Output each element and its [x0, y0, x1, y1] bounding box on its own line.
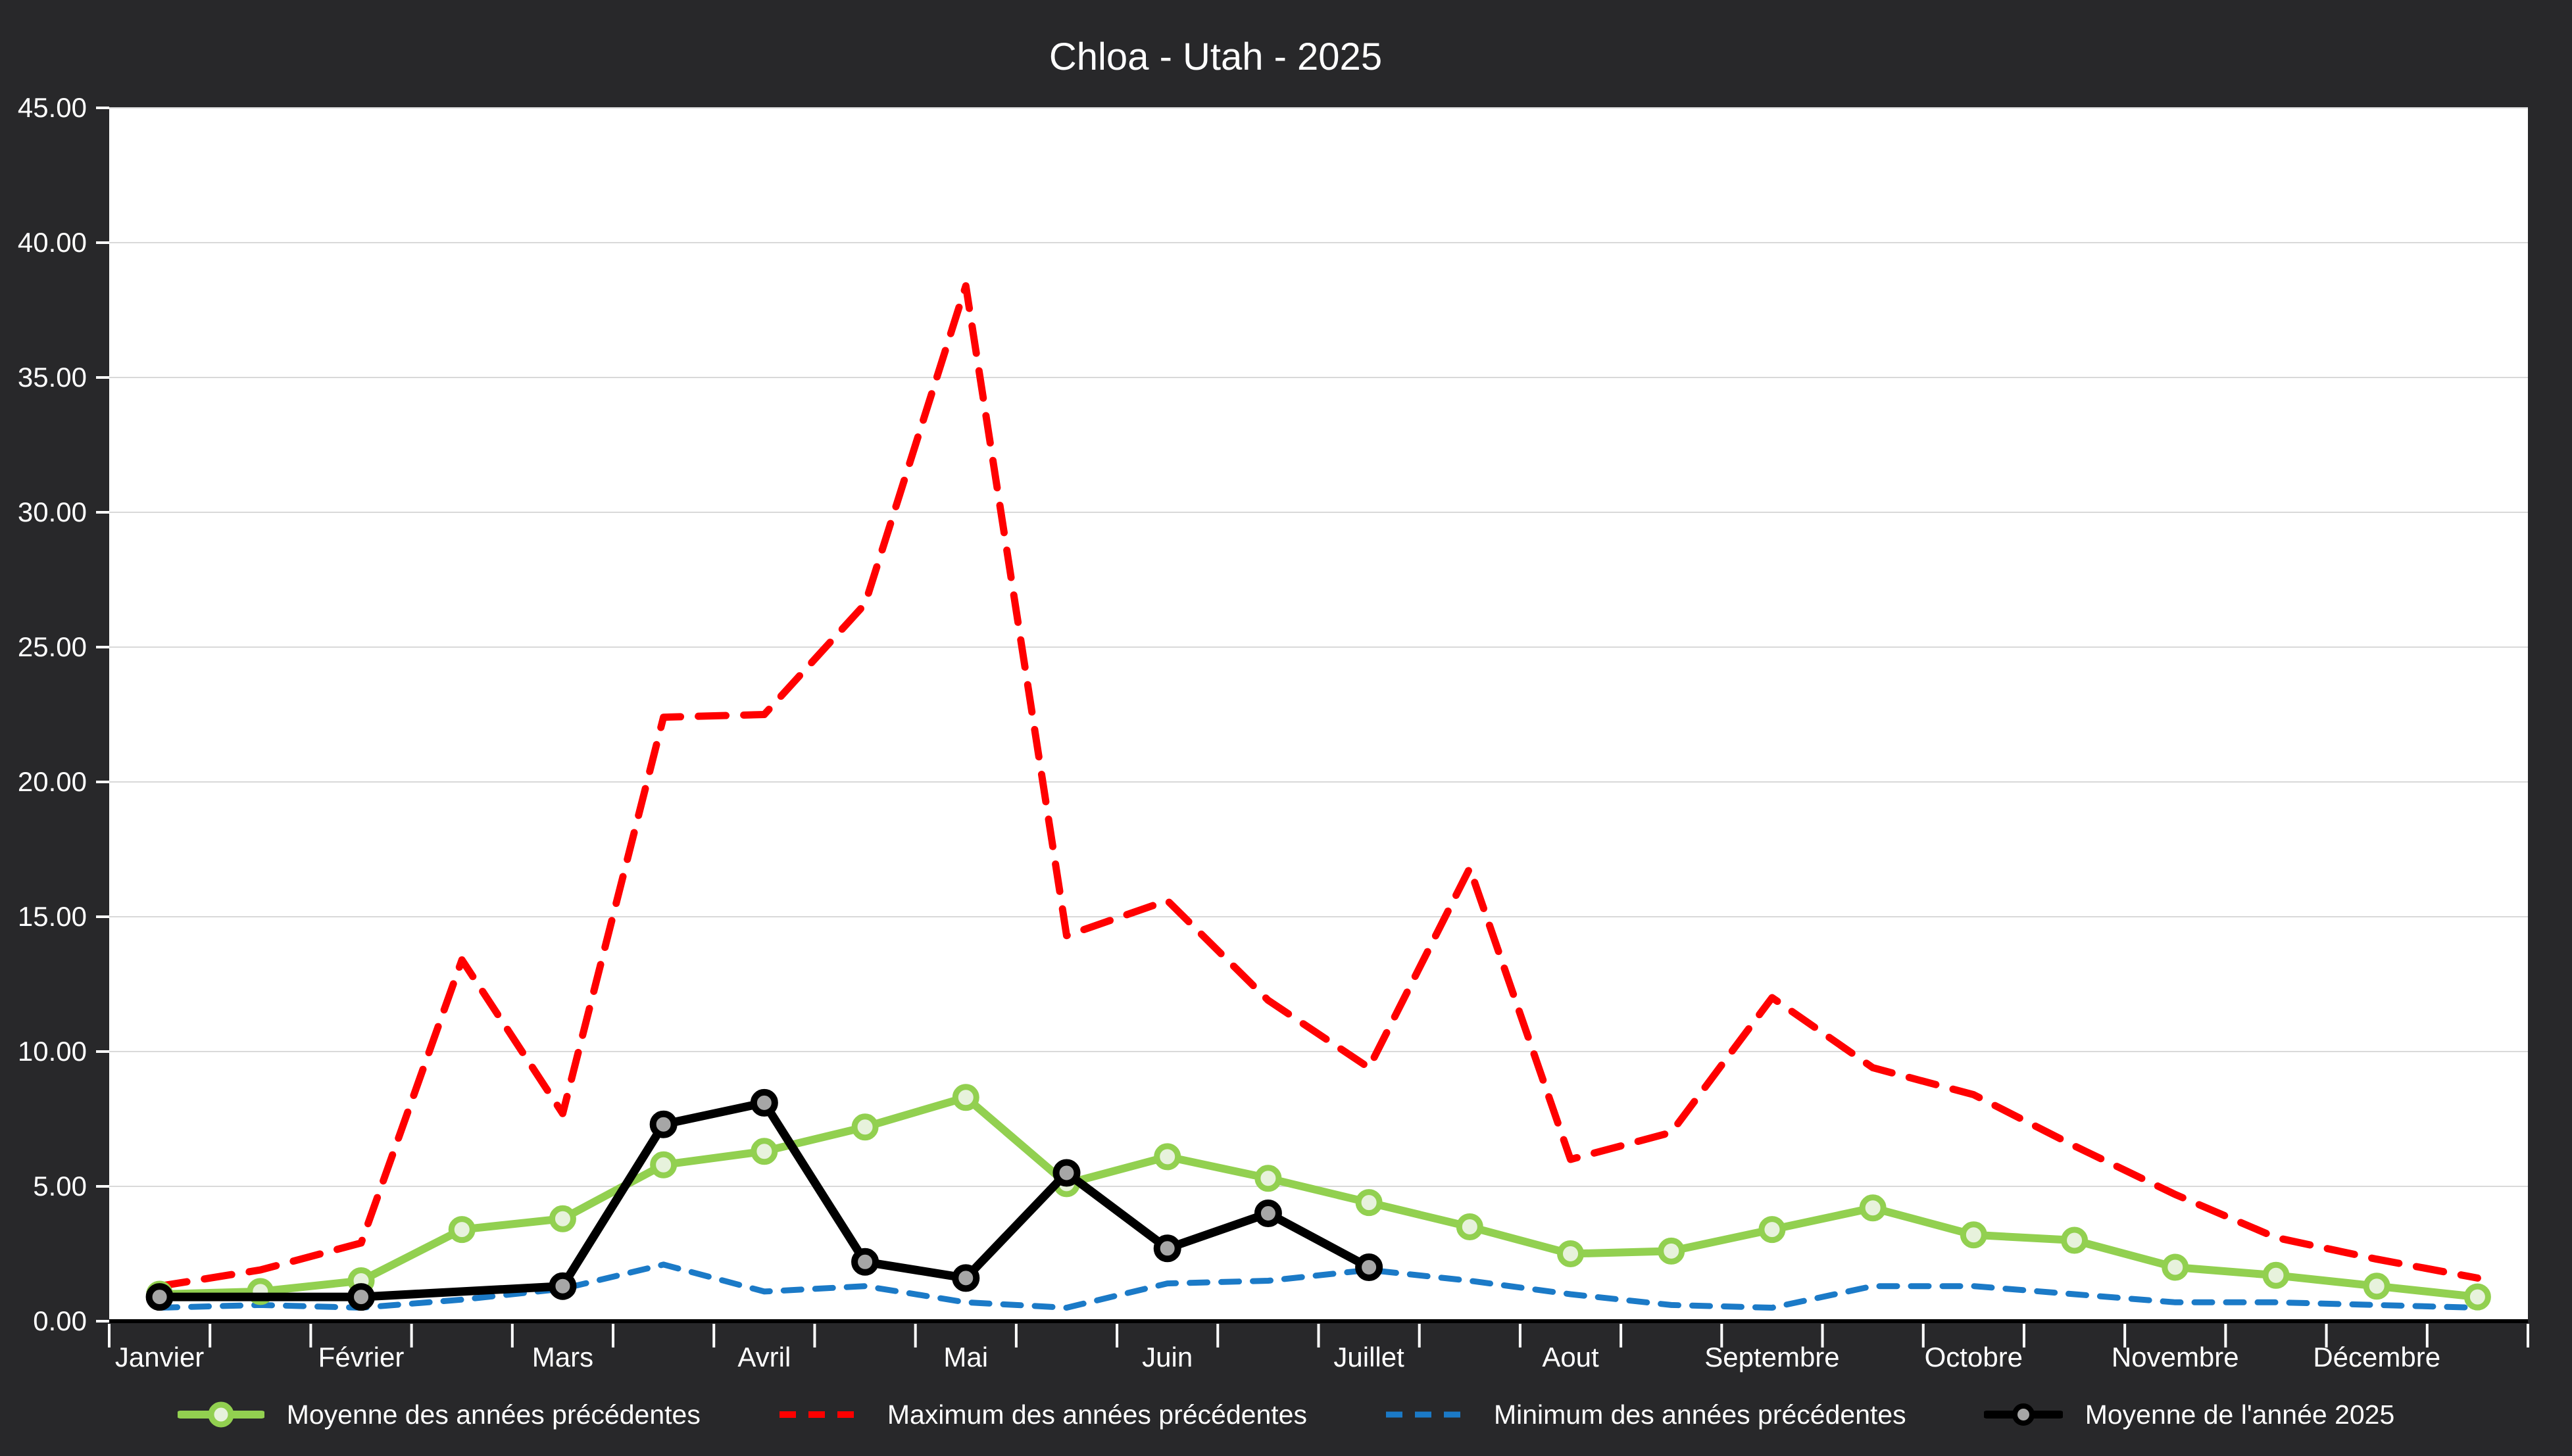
data-point-marker: [1758, 1216, 1786, 1244]
month-label: Septembre: [1704, 1342, 1839, 1372]
month-label: Octobre: [1925, 1342, 2023, 1372]
data-point-marker: [650, 1151, 678, 1178]
y-axis-label: 35.00: [18, 362, 87, 393]
legend-label-minimum: Minimum des années précédentes: [1493, 1399, 1906, 1430]
y-axis-ticks: [96, 107, 109, 1323]
y-axis-label: 40.00: [18, 227, 87, 258]
month-label: Avril: [737, 1342, 791, 1372]
data-point-marker: [347, 1283, 376, 1311]
y-axis-label: 15.00: [18, 901, 87, 932]
legend-label-moyenne: Moyenne des années précédentes: [286, 1399, 701, 1430]
data-point-marker: [1254, 1200, 1282, 1227]
month-label: Mars: [532, 1342, 593, 1372]
data-point-marker: [2162, 1253, 2189, 1281]
data-point-marker: [952, 1264, 980, 1292]
legend-sample-maximum-dash-icon: [779, 1411, 864, 1418]
data-point-marker: [1153, 1234, 1181, 1263]
y-axis-label: 20.00: [18, 766, 87, 797]
legend-item-maximum: Maximum des années précédentes: [778, 1399, 1307, 1430]
data-point-marker: [1254, 1165, 1282, 1192]
data-point-marker: [1052, 1159, 1081, 1187]
legend-sample-moyenne-line-icon: [177, 1401, 264, 1428]
legend-label-maximum: Maximum des années précédentes: [887, 1399, 1307, 1430]
data-point-marker: [549, 1205, 576, 1232]
plot-area: [109, 108, 2528, 1321]
chart-title: Chloa - Utah - 2025: [1049, 36, 1382, 78]
data-point-marker: [2463, 1283, 2491, 1311]
legend-item-annee-2025: Moyenne de l'année 2025: [1983, 1399, 2395, 1430]
y-axis-label: 30.00: [18, 497, 87, 527]
month-label: Janvier: [115, 1342, 204, 1372]
x-axis-ticks: [108, 1324, 2529, 1347]
legend-sample-minimum-dash-icon: [1385, 1411, 1470, 1418]
data-point-marker: [2262, 1261, 2290, 1289]
data-point-marker: [549, 1272, 577, 1300]
data-point-marker: [1355, 1253, 1383, 1281]
month-label: Novembre: [2112, 1342, 2239, 1372]
month-label: Juin: [1142, 1342, 1193, 1372]
month-label: Aout: [1542, 1342, 1599, 1372]
legend-label-annee-2025: Moyenne de l'année 2025: [2085, 1399, 2395, 1430]
data-point-marker: [649, 1110, 678, 1138]
chart-legend: Moyenne des années précédentes Maximum d…: [0, 1378, 2572, 1451]
legend-sample-annee-2025-line-icon: [1983, 1403, 2063, 1426]
y-axis-labels: 0.00 5.00 10.00 15.00 20.00 25.00 30.00 35.00 40…: [18, 92, 87, 1336]
x-axis-labels: Janvier Février Mars Avril Mai Juin Juillet Aou…: [115, 1342, 2440, 1372]
data-point-marker: [851, 1113, 879, 1141]
month-label: Décembre: [2313, 1342, 2440, 1372]
legend-item-moyenne: Moyenne des années précédentes: [177, 1399, 701, 1430]
data-point-marker: [145, 1283, 174, 1311]
y-axis-label: 45.00: [18, 92, 87, 123]
y-axis-label: 25.00: [18, 631, 87, 662]
data-point-marker: [2363, 1273, 2390, 1300]
y-axis-label: 5.00: [33, 1171, 87, 1201]
month-label: Février: [318, 1342, 405, 1372]
data-point-marker: [1658, 1237, 1685, 1265]
data-point-marker: [750, 1088, 778, 1117]
data-point-marker: [751, 1138, 778, 1165]
data-point-marker: [448, 1216, 476, 1244]
data-point-marker: [1355, 1189, 1383, 1217]
data-point-marker: [1154, 1143, 1181, 1171]
data-point-marker: [1557, 1240, 1585, 1267]
data-point-marker: [1960, 1221, 1987, 1249]
gridlines: [109, 107, 2528, 1187]
y-axis-label: 10.00: [18, 1036, 87, 1067]
data-point-marker: [1456, 1213, 1483, 1240]
series-maximum: [156, 282, 2481, 1290]
series-moyenne: [146, 1084, 2491, 1311]
legend-item-minimum: Minimum des années précédentes: [1385, 1399, 1906, 1430]
month-label: Mai: [943, 1342, 988, 1372]
data-point-marker: [952, 1084, 979, 1111]
data-point-marker: [2061, 1226, 2089, 1254]
month-label: Juillet: [1333, 1342, 1404, 1372]
series-annee-2025: [145, 1088, 1383, 1311]
y-axis-label: 0.00: [33, 1305, 87, 1336]
data-point-marker: [1859, 1194, 1887, 1222]
data-point-marker: [851, 1248, 879, 1276]
